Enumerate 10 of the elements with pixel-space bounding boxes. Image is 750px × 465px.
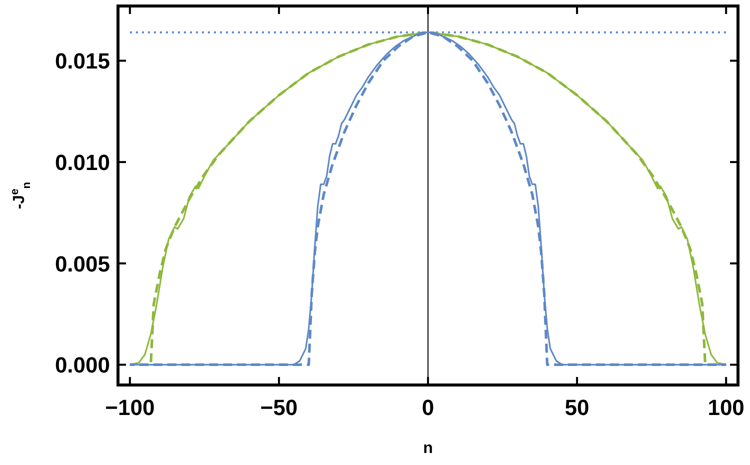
x-tick-label: 100: [708, 395, 744, 420]
x-tick-label: −50: [260, 395, 298, 420]
y-tick-label: 0.005: [54, 251, 110, 276]
y-tick-label: 0.000: [54, 352, 110, 378]
x-tick-label: 0: [422, 395, 434, 420]
y-tick-label: 0.015: [54, 48, 110, 74]
x-axis-title: n: [423, 440, 433, 457]
y-tick-label: 0.010: [54, 150, 110, 176]
x-tick-label: 50: [564, 395, 590, 420]
x-tick-label: −100: [105, 395, 155, 420]
